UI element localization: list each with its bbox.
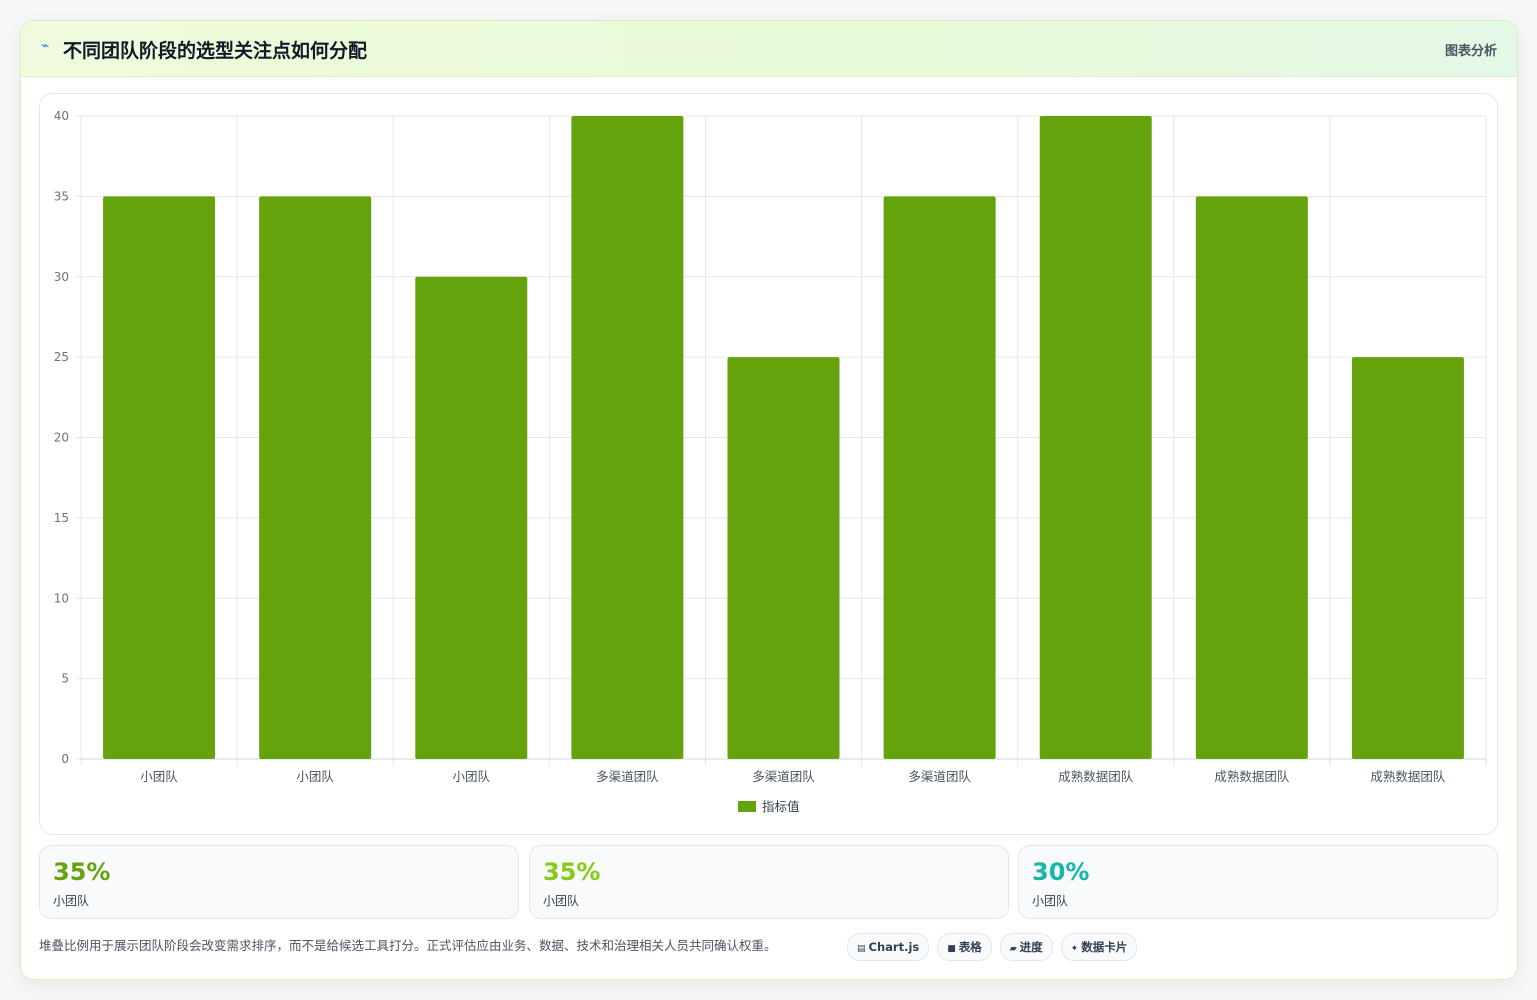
- bar: [259, 196, 372, 759]
- stat-card: 35% 小团队: [529, 845, 1009, 919]
- x-tick-label: 小团队: [296, 769, 334, 784]
- stat-value: 35%: [53, 858, 111, 886]
- table-icon: ■: [947, 944, 956, 954]
- stat-card: 30% 小团队: [1018, 845, 1498, 919]
- chart-analysis-tag: 图表分析: [1444, 44, 1497, 59]
- legend-label: 指标值: [762, 799, 800, 814]
- bar: [103, 196, 216, 759]
- y-tick-label: 0: [61, 752, 69, 766]
- tech-badges: ▤ Chart.js ■ 表格 ▰ 进度 ✦ 数据卡片: [847, 933, 1138, 961]
- stat-value: 30%: [1032, 858, 1090, 886]
- y-tick-label: 15: [54, 511, 69, 525]
- bar: [415, 276, 528, 759]
- x-tick-label: 多渠道团队: [596, 769, 659, 784]
- x-tick-label: 成熟数据团队: [1370, 769, 1446, 784]
- y-tick-label: 25: [54, 350, 69, 364]
- badge-label: 进度: [1019, 940, 1043, 954]
- badge-progress[interactable]: ▰ 进度: [999, 933, 1053, 961]
- bar: [1351, 357, 1464, 759]
- x-tick-label: 多渠道团队: [752, 769, 815, 784]
- stat-label: 小团队: [53, 894, 90, 908]
- card-title: 不同团队阶段的选型关注点如何分配: [63, 40, 368, 62]
- sparkle-icon: ✦: [1070, 944, 1079, 954]
- y-tick-label: 20: [54, 431, 69, 445]
- stat-card: 35% 小团队: [39, 845, 519, 919]
- badge-label: Chart.js: [868, 940, 920, 954]
- y-tick-label: 40: [54, 109, 69, 123]
- stat-label: 小团队: [543, 894, 580, 908]
- x-tick-label: 多渠道团队: [908, 769, 971, 784]
- progress-icon: ▰: [1009, 944, 1017, 954]
- y-tick-label: 10: [54, 591, 69, 605]
- badge-chartjs[interactable]: ▤ Chart.js: [847, 933, 930, 961]
- chart-panel: 0 5 10 15 20 25 30 35 40 小团队 小团队 小团队 多渠道团队 多渠道团队 多渠道团队…: [39, 93, 1498, 835]
- bar: [571, 116, 684, 759]
- y-tick-label: 5: [61, 672, 69, 686]
- card-header: ⌁ 不同团队阶段的选型关注点如何分配 图表分析: [21, 21, 1517, 77]
- legend-swatch: [738, 801, 756, 812]
- badge-table[interactable]: ■ 表格: [937, 933, 992, 961]
- y-tick-label: 30: [54, 270, 69, 284]
- badge-label: 数据卡片: [1081, 940, 1128, 954]
- chart-card: ⌁ 不同团队阶段的选型关注点如何分配 图表分析 0 5 10 15 20 25 30 35 40…: [20, 20, 1518, 980]
- bar: [1195, 196, 1308, 759]
- stat-label: 小团队: [1032, 894, 1069, 908]
- chart-icon: ▤: [857, 944, 866, 954]
- footnote: 堆叠比例用于展示团队阶段会改变需求排序，而不是给候选工具打分。正式评估应由业务、…: [39, 938, 777, 953]
- x-tick-label: 成熟数据团队: [1058, 769, 1134, 784]
- badge-label: 表格: [958, 940, 982, 954]
- badge-data-cards[interactable]: ✦ 数据卡片: [1060, 933, 1138, 961]
- bar: [1039, 116, 1152, 759]
- x-tick-label: 小团队: [453, 769, 491, 784]
- bar-chart: 0 5 10 15 20 25 30 35 40 小团队 小团队 小团队 多渠道团队 多渠道团队 多渠道团队…: [54, 109, 1487, 814]
- x-tick-label: 小团队: [140, 769, 178, 784]
- x-tick-label: 成熟数据团队: [1214, 769, 1290, 784]
- chart-line-icon: ⌁: [41, 38, 50, 54]
- bar: [883, 196, 996, 759]
- stat-value: 35%: [543, 858, 601, 886]
- bar: [727, 357, 840, 759]
- y-tick-label: 35: [54, 189, 69, 203]
